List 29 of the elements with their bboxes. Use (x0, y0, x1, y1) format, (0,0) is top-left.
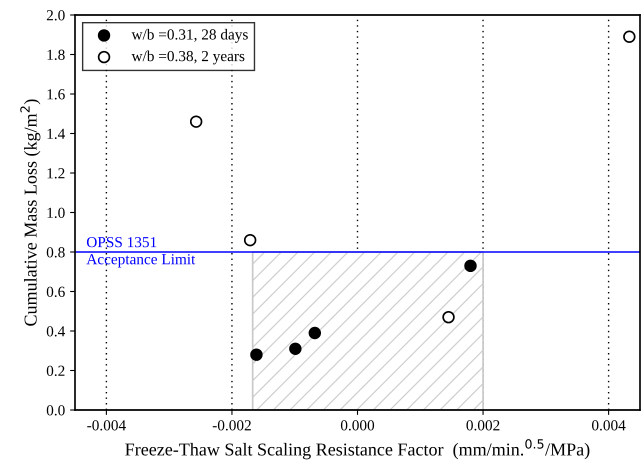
y-tick-label: 1.2 (48, 168, 64, 179)
y-tick-label: 0.6 (46, 286, 65, 298)
y-tick-label: 0.4 (46, 326, 66, 337)
y-tick-label: 1.6 (48, 89, 65, 100)
x-axis-title: Freeze-Thaw Salt Scaling Resistance Factor (mm/min.$^{0.5}$/MPa) (125, 439, 590, 460)
y-tick-label: 2.0 (46, 10, 65, 21)
y-tick-label: 1.8 (48, 50, 65, 60)
point (464, 260, 477, 272)
y-tick-label: 1.0 (48, 208, 65, 218)
x-tick-label: 0.002 (466, 420, 500, 431)
x-tick-label: -0.002 (212, 420, 251, 431)
y-tick-label: 1.4 (48, 128, 66, 140)
point (250, 348, 263, 361)
point (623, 30, 636, 43)
point (289, 342, 302, 355)
point (442, 310, 455, 324)
legend-label: w/b =0.38, 2 years (132, 50, 244, 64)
y-axis-title: Cumulative Mass Loss (kg/m$^{2}$) (20, 99, 40, 326)
point (190, 115, 202, 128)
point (244, 234, 256, 246)
x-tick-label: -0.004 (87, 420, 126, 431)
point (308, 326, 322, 340)
legend-label: w/b =0.31, 28 days (132, 28, 248, 43)
x-tick-label: 0.000 (340, 420, 374, 431)
x-tick-label: 0.004 (592, 420, 626, 431)
y-tick-label: 0.0 (46, 405, 65, 416)
ref-line-label: OPSS 1351 Acceptance Limit (86, 237, 196, 268)
y-tick-label: 0.8 (46, 247, 65, 258)
y-tick-label: 0.2 (46, 366, 64, 376)
